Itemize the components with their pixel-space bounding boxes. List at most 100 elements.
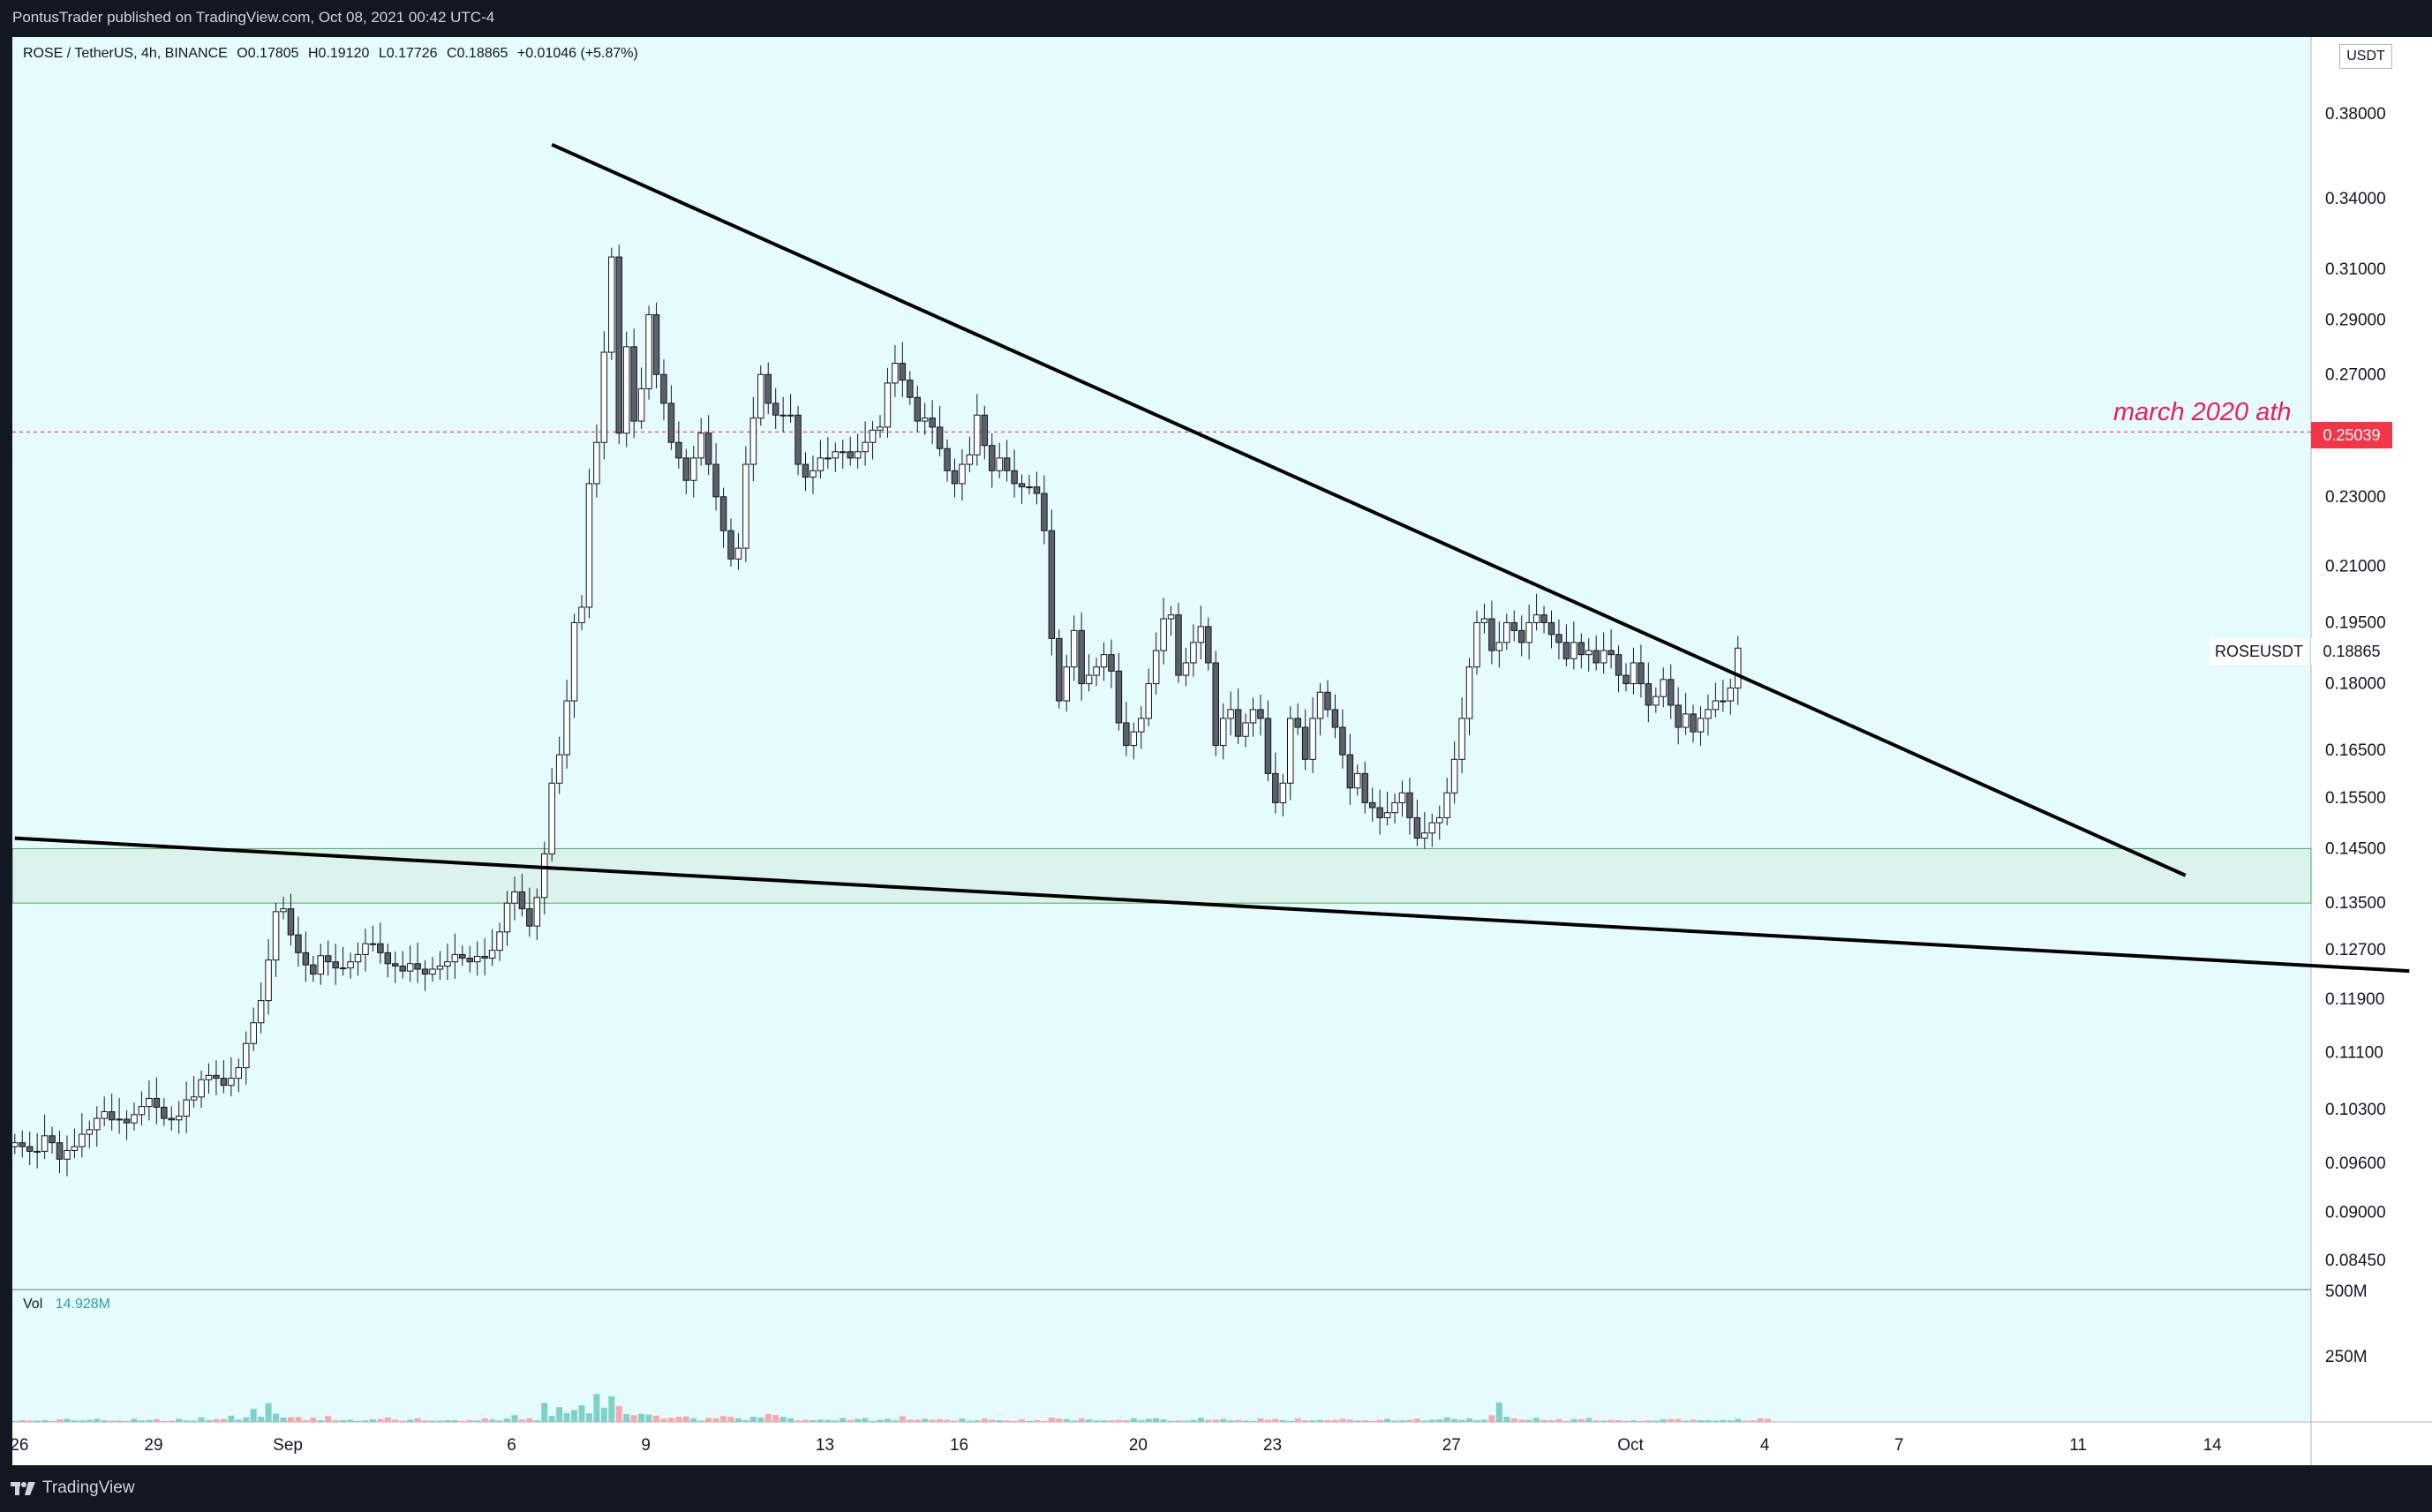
ath-annotation: march 2020 ath (2113, 398, 2292, 426)
candle-body (34, 1150, 41, 1153)
legend-high: H0.19120 (307, 46, 370, 61)
price-tick-label: 0.09600 (2325, 1155, 2386, 1173)
candle-body (637, 387, 645, 422)
candle-body (198, 1079, 205, 1098)
candle-body (1033, 486, 1041, 494)
price-chart[interactable]: 0.38000 0.34000 0.31000 0.29000 0.27000 0.230… (12, 37, 2432, 1465)
volume-bar (1205, 1419, 1212, 1422)
volume-bar (1153, 1418, 1160, 1422)
candle-body (727, 530, 734, 560)
volume-bar (1257, 1418, 1264, 1422)
candle-body (570, 621, 578, 702)
candle-body (324, 955, 332, 963)
candle-body (749, 417, 757, 465)
candle-body (1212, 662, 1219, 747)
volume-bar (675, 1417, 682, 1422)
volume-bar (1660, 1419, 1667, 1422)
candle-body (1383, 812, 1391, 818)
candle-body (12, 1142, 19, 1147)
candle-body (929, 417, 936, 428)
volume-bar (1510, 1418, 1517, 1422)
candle-body (488, 950, 496, 959)
volume-bar (422, 1420, 429, 1422)
volume-bar (429, 1420, 436, 1422)
volume-bar (116, 1420, 123, 1422)
volume-bar (1346, 1419, 1353, 1422)
volume-bar (131, 1418, 138, 1422)
volume-bar (1324, 1419, 1331, 1422)
candle-body (1413, 816, 1421, 839)
volume-bar (1279, 1419, 1286, 1422)
candle-body (907, 380, 914, 398)
candle-body (1190, 642, 1197, 664)
price-tick-label: 0.23000 (2325, 488, 2386, 507)
volume-bar (645, 1414, 652, 1422)
time-tick-label: 26 (12, 1436, 28, 1455)
candle-body (697, 433, 704, 459)
volume-bar (734, 1418, 742, 1422)
candle-body (757, 373, 764, 419)
volume-bar (220, 1418, 227, 1422)
candle-body (675, 441, 682, 459)
candle-body (1555, 634, 1562, 643)
candle-body (533, 897, 541, 927)
volume-bar (1473, 1420, 1480, 1422)
tradingview-brand[interactable]: TradingView (42, 1478, 135, 1497)
volume-bar (1026, 1420, 1033, 1422)
volume-bar (727, 1417, 734, 1422)
time-tick-label: 9 (641, 1436, 651, 1455)
volume-bar (1264, 1419, 1271, 1422)
volume-bar (907, 1419, 914, 1422)
volume-bar (1220, 1418, 1227, 1422)
candle-body (854, 451, 862, 459)
currency-label[interactable]: USDT (2339, 44, 2392, 69)
candle-body (518, 891, 526, 910)
candle-body (384, 952, 392, 965)
candle-body (1705, 709, 1712, 719)
candle-body (161, 1106, 168, 1119)
volume-bar (1369, 1420, 1376, 1422)
candle-body (1443, 792, 1450, 818)
volume-bar (518, 1419, 525, 1422)
candle-body (183, 1099, 190, 1117)
price-tick-label: 0.15500 (2325, 789, 2386, 808)
price-tick-label: 0.16500 (2325, 741, 2386, 760)
candle-body (877, 426, 884, 431)
volume-bar (1011, 1420, 1018, 1422)
candle-body (108, 1110, 116, 1121)
volume-bar (870, 1420, 877, 1422)
volume-bar (779, 1417, 787, 1422)
volume-bar (563, 1412, 570, 1422)
candle-body (1070, 629, 1078, 668)
volume-bar (1548, 1419, 1555, 1422)
volume-bar (213, 1418, 220, 1422)
publisher-line: PontusTrader published on TradingView.co… (12, 9, 495, 26)
volume-bar (1406, 1419, 1413, 1422)
volume-bar (1287, 1420, 1294, 1422)
candle-body (1600, 650, 1608, 664)
volume-bar (630, 1415, 637, 1422)
time-tick-label: 16 (950, 1436, 968, 1455)
volume-bar (399, 1420, 406, 1422)
volume-bar (325, 1416, 332, 1422)
candle-body (94, 1117, 101, 1131)
candle-body (1562, 642, 1570, 659)
candle-body (1615, 654, 1623, 676)
candle-body (310, 964, 317, 975)
volume-bar (1570, 1418, 1577, 1422)
candle-body (704, 433, 712, 465)
volume-bar (49, 1420, 56, 1422)
price-tick-label: 0.19500 (2325, 613, 2386, 632)
volume-bar (1675, 1418, 1682, 1422)
volume-bar (1168, 1420, 1175, 1422)
volume-bar (310, 1417, 317, 1422)
candles (12, 244, 1742, 1177)
volume-bar (1577, 1418, 1585, 1422)
time-tick-label: 20 (1129, 1436, 1148, 1455)
candle-body (1690, 713, 1697, 733)
candle-body (79, 1133, 86, 1147)
candle-body (712, 463, 719, 498)
candle-body (541, 853, 548, 899)
last-price-badge: 0.18865 (2311, 638, 2392, 665)
volume-bar (1466, 1418, 1473, 1422)
